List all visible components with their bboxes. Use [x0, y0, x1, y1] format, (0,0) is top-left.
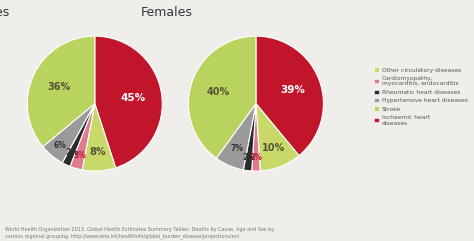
Wedge shape — [216, 104, 256, 170]
Wedge shape — [252, 104, 260, 171]
Wedge shape — [189, 36, 256, 158]
Text: 8%: 8% — [90, 147, 106, 157]
Wedge shape — [256, 36, 323, 156]
Text: 2%: 2% — [65, 148, 78, 157]
Wedge shape — [243, 104, 256, 171]
Wedge shape — [62, 104, 95, 166]
Text: 7%: 7% — [230, 144, 243, 153]
Wedge shape — [70, 104, 95, 170]
Text: 45%: 45% — [121, 93, 146, 102]
Text: Females: Females — [141, 6, 193, 19]
Wedge shape — [256, 104, 299, 171]
Text: 36%: 36% — [48, 82, 71, 92]
Text: 6%: 6% — [54, 141, 67, 150]
Text: 10%: 10% — [262, 142, 285, 153]
Legend: Other circulatory diseases, Cardiomyopathy,
myocarditis, endocarditis, Rheumatic: Other circulatory diseases, Cardiomyopat… — [373, 66, 469, 127]
Wedge shape — [27, 36, 95, 147]
Wedge shape — [82, 104, 116, 171]
Text: 2%: 2% — [243, 153, 255, 162]
Text: 2%: 2% — [249, 153, 263, 162]
Wedge shape — [43, 104, 95, 163]
Text: 40%: 40% — [207, 87, 230, 97]
Text: Males: Males — [0, 6, 9, 19]
Text: World Health Organization 2013. Global Health Estimates Summary Tables: Deaths b: World Health Organization 2013. Global H… — [5, 227, 274, 239]
Text: 39%: 39% — [280, 85, 305, 95]
Wedge shape — [95, 36, 162, 168]
Text: 3%: 3% — [73, 151, 86, 160]
